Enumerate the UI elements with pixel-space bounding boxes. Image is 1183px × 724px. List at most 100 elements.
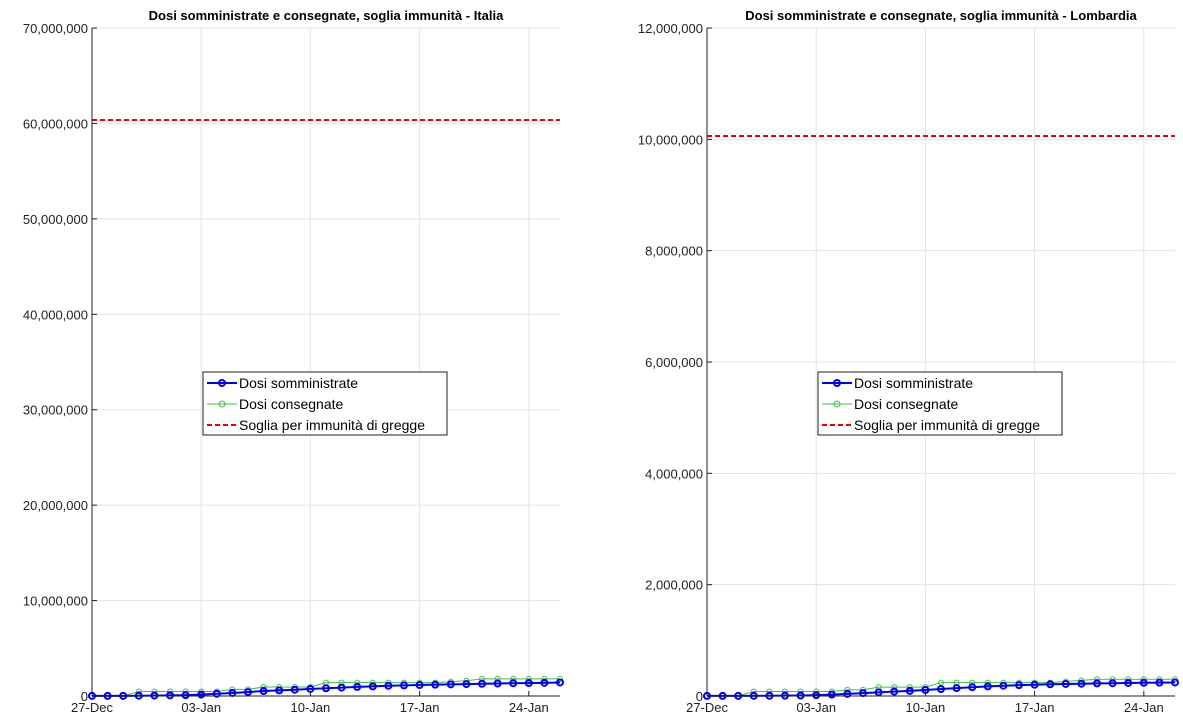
y-tick-label: 10,000,000 — [23, 594, 88, 609]
y-tick-label: 20,000,000 — [23, 498, 88, 513]
x-tick-label: 10-Jan — [906, 700, 946, 715]
administered-line — [91, 681, 561, 697]
legend-label-delivered: Dosi consegnate — [854, 396, 959, 412]
administered-point — [1108, 679, 1117, 688]
administered-point — [1139, 678, 1148, 687]
legend-label-threshold: Soglia per immunità di gregge — [239, 417, 425, 433]
y-tick-label: 50,000,000 — [23, 212, 88, 227]
administered-point — [1030, 680, 1039, 689]
administered-point — [337, 683, 346, 692]
administered-point — [431, 680, 440, 689]
legend-box-italia — [202, 371, 448, 436]
y-tick-label: 30,000,000 — [23, 403, 88, 418]
legend-label-threshold: Soglia per immunità di gregge — [854, 417, 1040, 433]
administered-point — [166, 691, 174, 700]
administered-point — [415, 681, 424, 690]
x-tick-label: 10-Jan — [291, 700, 331, 715]
delivered-point — [750, 688, 757, 695]
administered-point — [1093, 679, 1101, 688]
administered-point — [796, 691, 805, 700]
legend-italia: Dosi somministrate Dosi consegnate Sogli… — [202, 371, 448, 436]
y-tick-label: 0 — [81, 689, 88, 704]
administered-point — [999, 681, 1008, 690]
legend-label-administered: Dosi somministrate — [854, 375, 973, 391]
y-tick-label: 10,000,000 — [638, 132, 703, 147]
administered-point — [244, 688, 252, 697]
delivered-point — [1172, 676, 1178, 683]
delivered-point — [541, 675, 548, 682]
administered-point — [968, 683, 977, 692]
y-tick-label: 12,000,000 — [638, 21, 703, 36]
administered-point — [843, 689, 852, 698]
administered-point — [509, 679, 518, 688]
y-ticks-lombardia: 0 2,000,000 4,000,000 6,000,000 8,000,000 10,… — [638, 21, 712, 704]
delivered-point — [369, 679, 376, 686]
x-tick-label: 03-Jan — [796, 700, 836, 715]
administered-point — [290, 685, 299, 694]
administered-point — [983, 682, 992, 691]
legend-label-delivered: Dosi consegnate — [239, 396, 344, 412]
administered-point — [400, 681, 408, 690]
delivered-point — [1140, 676, 1147, 683]
administered-point — [1077, 679, 1086, 688]
legend-label-administered: Dosi somministrate — [239, 375, 358, 391]
administered-point — [322, 684, 330, 693]
administered-point — [259, 687, 268, 696]
delivered-point — [844, 686, 851, 693]
administered-point — [368, 682, 377, 691]
chart-title-italia: Dosi somministrate e consegnate, soglia … — [149, 8, 504, 23]
chart-title-lombardia: Dosi somministrate e consegnate, soglia … — [745, 8, 1137, 23]
grid-italia — [92, 27, 560, 696]
series-administered-lombardia — [703, 678, 1179, 700]
administered-point — [937, 685, 945, 694]
delivered-point — [135, 688, 142, 695]
delivered-point — [525, 675, 532, 682]
legend-marker-administered — [833, 379, 841, 387]
administered-point — [478, 679, 486, 688]
administered-point — [524, 679, 533, 688]
y-tick-label: 6,000,000 — [645, 355, 703, 370]
administered-point — [353, 682, 362, 691]
legend-marker-administered — [218, 379, 226, 387]
grid-lombardia — [707, 27, 1175, 696]
administered-point — [275, 686, 284, 695]
administered-point — [952, 684, 961, 693]
delivered-point — [766, 688, 773, 695]
y-tick-label: 4,000,000 — [645, 466, 703, 481]
administered-point — [384, 681, 393, 690]
delivered-point — [906, 684, 913, 691]
delivered-point — [167, 688, 173, 695]
administered-point — [890, 687, 899, 696]
administered-point — [181, 691, 190, 700]
chart-italia: 0 10,000,000 20,000,000 30,000,000 40,000,00… — [23, 8, 564, 715]
legend-marker-delivered — [218, 400, 226, 408]
administered-point — [556, 678, 564, 687]
x-tick-label: 24-Jan — [1124, 700, 1164, 715]
administered-point — [462, 680, 471, 689]
administered-point — [1124, 678, 1133, 687]
delivered-point — [260, 684, 267, 691]
administered-point — [493, 679, 502, 688]
x-tick-label: 17-Jan — [400, 700, 440, 715]
administered-point — [212, 689, 221, 698]
delivered-point — [1109, 676, 1116, 683]
delivered-point — [1094, 676, 1100, 683]
administered-point — [1155, 678, 1164, 687]
x-ticks-italia: 27-Dec 03-Jan 10-Jan 17-Jan 24-Jan — [71, 691, 549, 715]
administered-point — [1046, 680, 1055, 689]
delivered-point — [797, 688, 804, 695]
administered-point — [1015, 681, 1023, 690]
delivered-point — [1125, 676, 1132, 683]
delivered-point — [782, 688, 788, 695]
delivered-line — [707, 678, 1175, 697]
y-tick-label: 40,000,000 — [23, 307, 88, 322]
delivered-point — [182, 688, 189, 695]
delivered-point — [354, 679, 361, 686]
x-tick-label: 27-Dec — [686, 700, 728, 715]
x-tick-label: 24-Jan — [509, 700, 549, 715]
x-tick-label: 27-Dec — [71, 700, 113, 715]
x-tick-label: 03-Jan — [181, 700, 221, 715]
legend-marker-delivered — [833, 400, 841, 408]
delivered-point — [151, 688, 158, 695]
administered-point — [540, 678, 549, 687]
